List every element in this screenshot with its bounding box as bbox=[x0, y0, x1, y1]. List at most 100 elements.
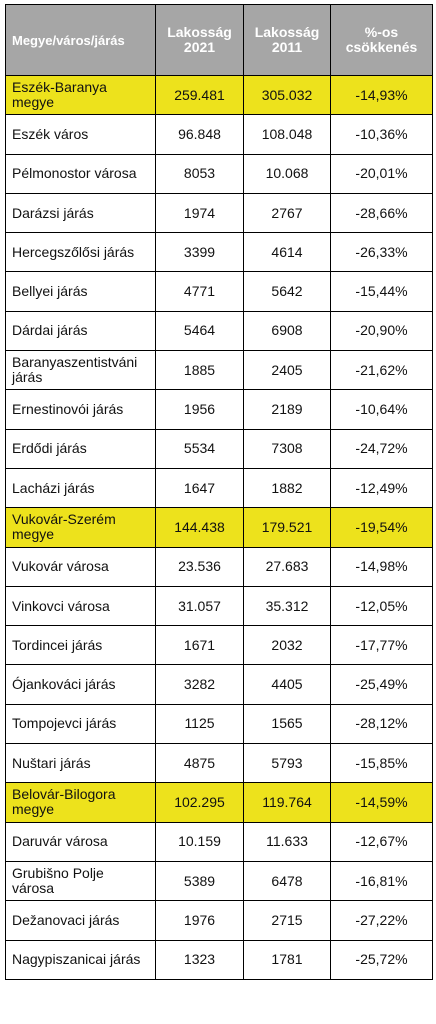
table-row: Hercegszőlősi járás 3399 4614 -26,33% bbox=[5, 232, 433, 273]
area-name: Tordincei járás bbox=[5, 625, 156, 666]
value-cell: -19,54% bbox=[330, 507, 433, 548]
value-cell: 259.481 bbox=[155, 74, 244, 116]
header-row: Megye/város/járás Lakosság 2021 Lakosság 2… bbox=[5, 4, 433, 76]
value-cell: 1671 bbox=[155, 625, 244, 666]
value-cell: 1323 bbox=[155, 939, 244, 980]
table-row: Lacházi járás 1647 1882 -12,49% bbox=[5, 467, 433, 509]
header-cell: %-os csökkenés bbox=[330, 4, 433, 76]
value-cell: 2715 bbox=[243, 900, 331, 941]
value-cell: -25,49% bbox=[330, 664, 433, 705]
area-name: Eszék-Baranya megye bbox=[5, 74, 156, 116]
value-cell: -27,22% bbox=[330, 900, 433, 941]
value-cell: 1647 bbox=[155, 467, 244, 509]
table-row: Ójankováci járás 3282 4405 -25,49% bbox=[5, 664, 433, 705]
area-name: Hercegszőlősi járás bbox=[5, 232, 156, 273]
value-cell: 96.848 bbox=[155, 114, 244, 155]
area-name: Dárdai járás bbox=[5, 310, 156, 352]
value-cell: -16,81% bbox=[330, 860, 433, 902]
table-row: Vinkovci városa 31.057 35.312 -12,05% bbox=[5, 585, 433, 627]
value-cell: 4405 bbox=[243, 664, 331, 705]
table-row: Erdődi járás 5534 7308 -24,72% bbox=[5, 428, 433, 469]
area-name: Vukovár városa bbox=[5, 546, 156, 587]
area-name: Belovár-Bilogora megye bbox=[5, 782, 156, 823]
table-row: Ernestinovói járás 1956 2189 -10,64% bbox=[5, 389, 433, 430]
table-row: Pélmonostor városa 8053 10.068 -20,01% bbox=[5, 153, 433, 194]
value-cell: 2032 bbox=[243, 625, 331, 666]
area-name: Vinkovci városa bbox=[5, 585, 156, 627]
value-cell: 23.536 bbox=[155, 546, 244, 587]
value-cell: 4771 bbox=[155, 271, 244, 312]
area-name: Nagypiszanicai járás bbox=[5, 939, 156, 980]
value-cell: -12,67% bbox=[330, 821, 433, 862]
area-name: Dežanovaci járás bbox=[5, 900, 156, 941]
value-cell: 108.048 bbox=[243, 114, 331, 155]
table-row: Dárdai járás 5464 6908 -20,90% bbox=[5, 310, 433, 352]
value-cell: 1565 bbox=[243, 703, 331, 745]
value-cell: 1974 bbox=[155, 192, 244, 234]
value-cell: 1125 bbox=[155, 703, 244, 745]
area-name: Eszék város bbox=[5, 114, 156, 155]
area-name: Ójankováci járás bbox=[5, 664, 156, 705]
area-name: Erdődi járás bbox=[5, 428, 156, 469]
area-name: Vukovár-Szerém megye bbox=[5, 507, 156, 548]
value-cell: 1882 bbox=[243, 467, 331, 509]
value-cell: -21,62% bbox=[330, 350, 433, 391]
value-cell: -14,59% bbox=[330, 782, 433, 823]
value-cell: 6908 bbox=[243, 310, 331, 352]
table-row: Tordincei járás 1671 2032 -17,77% bbox=[5, 625, 433, 666]
value-cell: 5464 bbox=[155, 310, 244, 352]
value-cell: -10,64% bbox=[330, 389, 433, 430]
value-cell: 5793 bbox=[243, 743, 331, 784]
table-row: Bellyei járás 4771 5642 -15,44% bbox=[5, 271, 433, 312]
value-cell: -17,77% bbox=[330, 625, 433, 666]
value-cell: 119.764 bbox=[243, 782, 331, 823]
page: Megye/város/járás Lakosság 2021 Lakosság 2… bbox=[5, 4, 433, 980]
area-name: Lacházi járás bbox=[5, 467, 156, 509]
value-cell: 3282 bbox=[155, 664, 244, 705]
value-cell: -14,98% bbox=[330, 546, 433, 587]
value-cell: 3399 bbox=[155, 232, 244, 273]
table-row: Grubišno Polje városa 5389 6478 -16,81% bbox=[5, 860, 433, 902]
value-cell: 2767 bbox=[243, 192, 331, 234]
value-cell: 5389 bbox=[155, 860, 244, 902]
area-name: Darázsi járás bbox=[5, 192, 156, 234]
value-cell: -12,49% bbox=[330, 467, 433, 509]
value-cell: 1976 bbox=[155, 900, 244, 941]
table-row: Nuštari járás 4875 5793 -15,85% bbox=[5, 743, 433, 784]
value-cell: 305.032 bbox=[243, 74, 331, 116]
value-cell: -25,72% bbox=[330, 939, 433, 980]
header-cell: Lakosság 2011 bbox=[243, 4, 331, 76]
value-cell: -15,44% bbox=[330, 271, 433, 312]
area-name: Grubišno Polje városa bbox=[5, 860, 156, 902]
value-cell: -20,90% bbox=[330, 310, 433, 352]
value-cell: 102.295 bbox=[155, 782, 244, 823]
value-cell: 2189 bbox=[243, 389, 331, 430]
value-cell: 144.438 bbox=[155, 507, 244, 548]
value-cell: 2405 bbox=[243, 350, 331, 391]
table-row: Tompojevci járás 1125 1565 -28,12% bbox=[5, 703, 433, 745]
county-row: Vukovár-Szerém megye 144.438 179.521 -19,54… bbox=[5, 507, 433, 548]
value-cell: 1885 bbox=[155, 350, 244, 391]
table-row: Baranyaszentistváni járás 1885 2405 -21,62% bbox=[5, 350, 433, 391]
value-cell: 11.633 bbox=[243, 821, 331, 862]
county-row: Belovár-Bilogora megye 102.295 119.764 -14,… bbox=[5, 782, 433, 823]
area-name: Bellyei járás bbox=[5, 271, 156, 312]
value-cell: 6478 bbox=[243, 860, 331, 902]
value-cell: 1781 bbox=[243, 939, 331, 980]
value-cell: 7308 bbox=[243, 428, 331, 469]
value-cell: 10.068 bbox=[243, 153, 331, 194]
table-row: Nagypiszanicai járás 1323 1781 -25,72% bbox=[5, 939, 433, 980]
value-cell: 35.312 bbox=[243, 585, 331, 627]
table-row: Darázsi járás 1974 2767 -28,66% bbox=[5, 192, 433, 234]
table-row: Daruvár városa 10.159 11.633 -12,67% bbox=[5, 821, 433, 862]
value-cell: -28,66% bbox=[330, 192, 433, 234]
value-cell: 8053 bbox=[155, 153, 244, 194]
value-cell: -24,72% bbox=[330, 428, 433, 469]
header-cell: Megye/város/járás bbox=[5, 4, 156, 76]
value-cell: 179.521 bbox=[243, 507, 331, 548]
area-name: Pélmonostor városa bbox=[5, 153, 156, 194]
population-table: Megye/város/járás Lakosság 2021 Lakosság 2… bbox=[5, 4, 433, 980]
value-cell: 27.683 bbox=[243, 546, 331, 587]
area-name: Daruvár városa bbox=[5, 821, 156, 862]
value-cell: 31.057 bbox=[155, 585, 244, 627]
